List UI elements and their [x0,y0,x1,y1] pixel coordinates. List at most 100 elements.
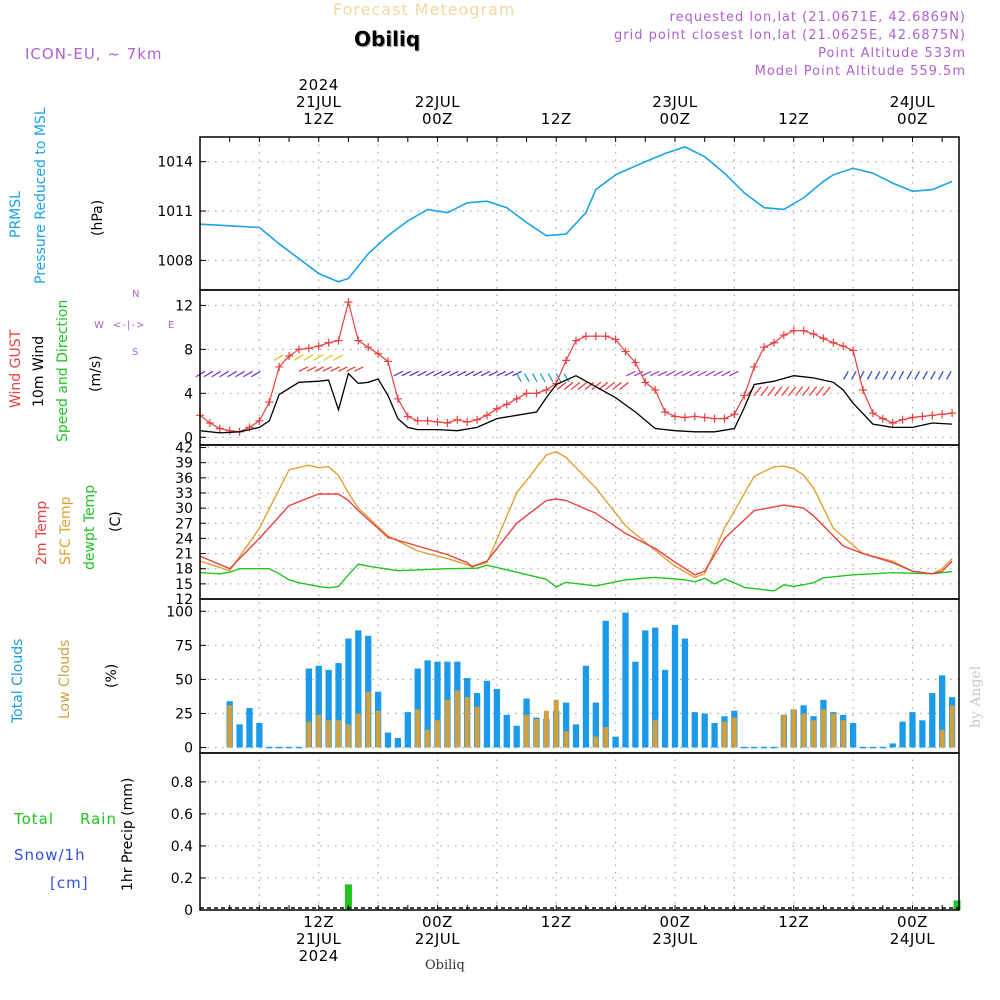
pressure-series-line [199,146,953,283]
temp-dewpt-label: dewpt Temp [82,484,98,570]
wind-direction-arrow-3-9 [464,370,475,377]
pressure-tick-label-2: 1014 [157,155,193,171]
wind-direction-arrow-0-1 [203,370,214,378]
wind-gust-point-55 [740,391,749,400]
wind-gust-point-47 [661,408,670,417]
wind-direction-arrow-5-8 [612,381,622,391]
wind-gust-point-65 [839,342,848,351]
chart-title: Forecast Meteogram [333,0,516,19]
total-cloud-bar-12 [345,638,352,748]
model-label: ICON-EU, ~ 7km [25,45,163,63]
wind-direction-arrow-2-3 [322,366,332,372]
top-time-label-3-l3: 00Z [659,110,691,128]
temp-tick-label-7: 33 [175,486,193,502]
wind-gust-point-9 [285,351,294,360]
wind-direction-arrow-8-3 [866,371,873,380]
precip-tick-label-4: 0.8 [171,775,193,791]
low-cloud-bar-34 [563,731,569,748]
wind-direction-arrow-6-6 [673,370,684,377]
compass-n: N [132,289,140,300]
wind-direction-arrow-6-4 [657,370,668,377]
wind-direction-arrow-8-5 [882,371,889,380]
precip-rain-label: Rain [80,810,117,828]
low-cloud-bar-73 [949,705,955,748]
low-cloud-bar-50 [721,721,727,748]
wind-gust-point-71 [898,415,907,424]
total-cloud-bar-70 [919,720,926,748]
low-cloud-bar-13 [355,713,361,748]
temp-tick-label-9: 39 [175,456,193,472]
wind-gust-point-69 [878,414,887,423]
precip-axis-label: 1hr Precip (mm) [120,777,136,891]
precip-snow-unit: [cm] [50,874,89,892]
clouds-low-label: Low Clouds [57,639,73,719]
wind-direction-arrow-2-6 [346,366,356,372]
clouds-unit: (%) [104,663,120,688]
wind-gust-point-48 [670,412,679,421]
top-time-label-3-l2: 23JUL [652,93,698,111]
wind-gust-point-68 [868,409,877,418]
pressure-panel-frame [199,136,960,291]
low-cloud-bar-14 [365,691,371,748]
wind-direction-arrow-3-12 [488,370,499,377]
precip-tick-label-3: 0.6 [171,807,193,823]
wind-direction-arrow-8-12 [938,371,944,380]
wind-direction-arrow-5-0 [556,381,567,391]
top-time-label-1-l3: 00Z [422,110,453,128]
wind-gust-point-30 [492,404,501,413]
wind-tick-label-3: 12 [175,298,193,314]
wind-gust-point-20 [393,394,402,403]
wind-direction-arrow-3-3 [417,370,427,377]
wind-direction-arrow-3-4 [425,370,435,377]
wind-gust-point-15 [344,298,353,307]
total-cloud-bar-48 [701,713,708,748]
clouds-tick-label-1: 25 [175,706,193,722]
wind-direction-arrow-0-7 [251,370,261,378]
pressure-label-prmsl: PRMSL [8,191,24,238]
wind-direction-arrow-4-4 [547,373,554,382]
wind-gust-point-12 [314,342,323,351]
temp-tick-label-0: 12 [175,592,193,608]
wind-direction-arrow-8-13 [946,371,952,380]
precip-tick-label-2: 0.4 [171,839,193,855]
low-cloud-bar-30 [524,714,530,748]
wind-direction-arrow-8-8 [906,371,913,380]
wind-direction-arrow-5-3 [577,381,588,391]
bottom-time-label-0-l3: 2024 [298,947,339,965]
temp-tick-label-5: 27 [175,516,193,532]
wind-direction-arrow-3-1 [401,370,412,377]
wind-direction-arrow-6-12 [721,370,731,377]
total-cloud-bar-46 [681,638,689,748]
wind-direction-arrow-1-3 [303,354,314,361]
wind-gust-point-66 [849,346,858,355]
wind-direction-arrow-2-0 [298,366,309,372]
low-cloud-bar-20 [425,729,431,748]
temp-unit: (C) [108,511,124,532]
wind-direction-arrow-6-10 [705,370,715,377]
wind-direction-arrow-5-6 [598,381,609,391]
wind-direction-arrow-5-9 [619,381,629,391]
temp-tick-label-8: 36 [175,471,193,487]
wind-gust-point-44 [631,358,640,367]
wind-gust-point-22 [413,416,422,425]
low-cloud-bar-72 [939,729,945,748]
low-cloud-bar-37 [593,736,599,748]
pressure-unit: (hPa) [90,199,106,236]
wind-gust-point-49 [680,413,689,422]
wind-direction-arrow-7-7 [794,386,804,397]
low-cloud-bar-12 [345,724,351,748]
wind-gust-label: Wind GUST [8,329,24,408]
wind-gust-point-38 [572,336,581,345]
wind-direction-arrow-2-7 [354,366,364,372]
wind-gust-point-64 [829,338,838,347]
low-cloud-bar-61 [830,713,836,748]
total-cloud-bar-29 [513,725,520,748]
wind-direction-arrow-4-1 [524,373,530,382]
low-cloud-bar-23 [454,690,460,748]
wind-direction-arrow-6-1 [634,370,644,377]
total-cloud-bar-67 [889,743,896,748]
top-time-label-0-l2: 21JUL [296,93,342,111]
wind-gust-point-25 [443,419,452,428]
temp-tick-label-10: 42 [175,441,193,457]
